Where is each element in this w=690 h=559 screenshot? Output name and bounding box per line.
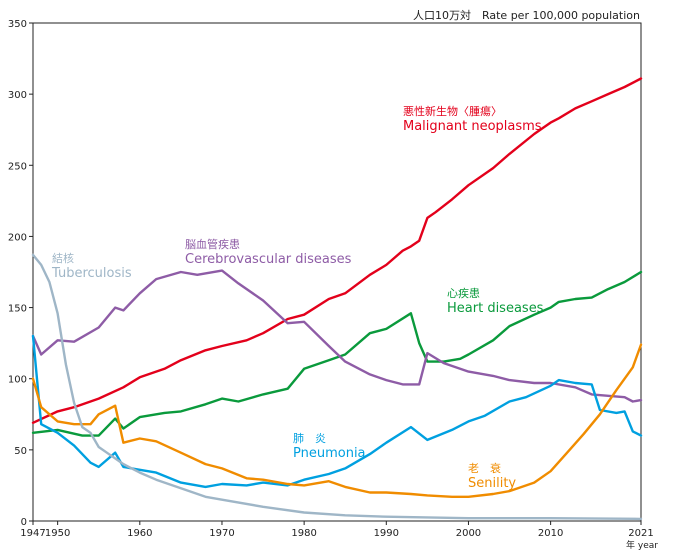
y-tick-label: 0: [21, 517, 27, 528]
series-label-ja-senility: 老 衰: [468, 461, 501, 475]
y-tick-label: 300: [8, 90, 27, 101]
series-label-en-heart: Heart diseases: [447, 301, 544, 316]
y-tick-label: 150: [8, 304, 27, 315]
series-label-ja-pneumonia: 肺 炎: [293, 432, 326, 445]
y-tick-label: 250: [8, 161, 27, 172]
series-line-cerebro: [31, 269, 643, 403]
y-tick-label: 200: [8, 232, 27, 243]
series-label-en-pneumonia: Pneumonia: [293, 446, 366, 461]
series-label-ja-malignant: 悪性新生物〈腫瘍〉: [403, 104, 502, 118]
series-label-en-cerebro: Cerebrovascular diseases: [185, 252, 352, 267]
x-tick-label: 1990: [374, 528, 399, 539]
x-tick-label: 1947: [20, 528, 45, 539]
series-layer: [31, 77, 643, 521]
series-line-tb: [31, 253, 643, 521]
y-tick-label: 350: [8, 19, 27, 30]
x-tick-label: 2010: [538, 528, 563, 539]
series-label-en-tb: Tuberculosis: [51, 266, 132, 281]
series-line-pneumonia: [31, 334, 643, 489]
series-label-en-malignant: Malignant neoplasms: [403, 119, 542, 134]
unit-label: 人口10万対 Rate per 100,000 population: [413, 8, 640, 22]
y-tick-label: 50: [14, 446, 27, 457]
series-label-ja-cerebro: 脳血管疾患: [185, 237, 240, 251]
series-label-en-senility: Senility: [468, 476, 516, 491]
x-tick-label: 2021: [628, 528, 653, 539]
series-line-senility: [31, 343, 643, 498]
series-line-malignant: [31, 77, 643, 424]
x-tick-label: 1980: [291, 528, 316, 539]
x-tick-label: 1950: [45, 528, 70, 539]
x-unit-label: 年 year: [626, 539, 658, 551]
series-label-ja-heart: 心疾患: [447, 286, 480, 300]
x-tick-label: 2000: [456, 528, 481, 539]
axes-layer: 0 50 100 150 200 250 300 350 1947 1950 1960 1970 198…: [8, 19, 658, 551]
series-line-heart: [31, 270, 643, 437]
y-tick-label: 100: [8, 375, 27, 386]
x-tick-label: 1960: [127, 528, 152, 539]
x-tick-label: 1970: [209, 528, 234, 539]
series-label-ja-tb: 結核: [52, 251, 74, 265]
